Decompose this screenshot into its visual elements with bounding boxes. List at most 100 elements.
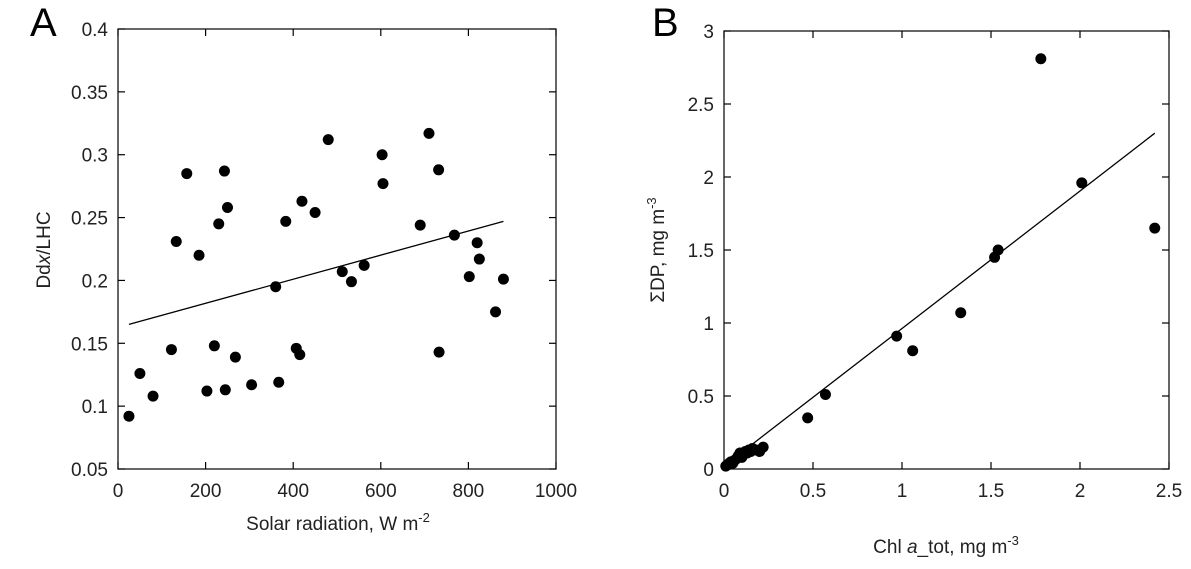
panel-a-y-axis-label: Ddx/LHC (34, 211, 55, 288)
panel-a-y-axis-label-suffix: /LHC (34, 211, 55, 254)
panel-a-data-point (222, 202, 233, 214)
panel-b-x-tick-label: 2 (1075, 481, 1086, 502)
panel-a-data-point (170, 235, 182, 247)
panel-a-y-axis-label-prefix: Dd (34, 264, 55, 288)
panel-a-y-tick-label: 0.25 (71, 209, 108, 230)
panel-b-y-tick-label: 3 (703, 22, 714, 43)
panel-b-data-point (907, 345, 919, 357)
panel-a-y-tick-label: 0.35 (71, 83, 108, 104)
panel-a-data-point (433, 346, 445, 358)
panel-a-fit-line (128, 220, 504, 326)
panel-b-x-axis-label-prefix: Chl (873, 537, 907, 558)
panel-a-y-tick-label: 0.3 (82, 146, 108, 167)
panel-b-y-tick-label: 2.5 (688, 95, 714, 116)
panel-a-data-point (181, 168, 193, 180)
panel-b: B 0 0.5 1 1.5 2 2.5 3 0 0.5 1 1.5 2 2.5 Chl a_tot, … (644, 1, 1182, 558)
panel-b-x-tick-label: 2.5 (1156, 481, 1182, 502)
panel-b-data-point (757, 441, 769, 453)
panel-b-data-point (1149, 222, 1161, 234)
panel-b-x-ticks: 0 0.5 1 1.5 2 2.5 (719, 31, 1182, 502)
panel-b-y-axis-label-text: ΣDP, mg m (648, 209, 669, 303)
panel-a-data-point (294, 349, 306, 361)
panel-b-x-axis-label-italic: a (907, 537, 918, 558)
panel-a-data-point (213, 218, 225, 230)
panel-a-data-point (219, 384, 231, 396)
panel-a-data-point (448, 229, 460, 241)
panel-b-data-point (1035, 53, 1047, 65)
panel-a-data-point (296, 195, 308, 207)
panel-a-y-tick-label: 0.05 (71, 460, 108, 481)
panel-a-x-ticks: 0 200 400 600 800 1000 (113, 29, 577, 502)
panel-b-y-tick-label: 2 (703, 168, 714, 189)
panel-a-data-point (471, 237, 483, 249)
panel-a-x-tick-label: 800 (453, 481, 485, 502)
panel-b-x-tick-label: 0.5 (800, 481, 826, 502)
panel-a-letter: A (30, 1, 57, 45)
panel-a-fit-line-group (128, 220, 504, 326)
panel-a-y-tick-label: 0.4 (82, 20, 109, 41)
panel-b-x-tick-label: 0 (719, 481, 730, 502)
panel-a-x-axis-label: Solar radiation, W m-2 (246, 510, 430, 535)
panel-a-data-point (423, 127, 435, 139)
panel-a-data-point (165, 344, 177, 356)
panel-b-y-ticks: 0 0.5 1 1.5 2 2.5 3 (688, 22, 1169, 481)
panel-a-x-tick-label: 0 (113, 481, 124, 502)
panel-b-data-point (1076, 177, 1088, 189)
panel-a-x-tick-label: 1000 (535, 481, 577, 502)
panel-a-data-point (336, 266, 348, 278)
panel-a-y-tick-label: 0.1 (82, 397, 108, 418)
panel-a-y-axis-label-italic: x (34, 253, 55, 265)
panel-a-plot-frame (117, 28, 557, 470)
panel-b-letter: B (652, 1, 679, 45)
panel-a-data-point (208, 340, 220, 352)
panel-a-data-point (414, 219, 426, 231)
panel-a-data-point (270, 281, 282, 293)
panel-b-y-tick-label: 0.5 (688, 387, 714, 408)
panel-a-data-point (377, 178, 389, 190)
panel-b-y-tick-label: 1 (703, 314, 714, 335)
panel-a-data-point (376, 149, 388, 161)
panel-a-data-point (280, 215, 292, 227)
panel-a-data-point (218, 165, 230, 177)
panel-b-y-axis-label-sup: -3 (644, 197, 659, 209)
panel-b-x-axis-label-suffix: _tot, mg m (917, 537, 1008, 558)
panel-a-y-tick-label: 0.2 (82, 271, 108, 292)
panel-b-fit-line-group (723, 132, 1156, 467)
panel-a-x-axis-label-sup: -2 (418, 510, 430, 525)
panel-b-data-point (802, 412, 814, 424)
panel-b-y-tick-label: 0 (703, 460, 714, 481)
panel-a-y-tick-label: 0.15 (71, 334, 108, 355)
panel-a-data-point (309, 207, 321, 219)
panel-a-data-point (246, 379, 258, 391)
panel-a-data-point (201, 385, 213, 397)
panel-a-x-tick-label: 400 (277, 481, 309, 502)
panel-b-x-tick-label: 1 (897, 481, 908, 502)
panel-a-data-point (490, 306, 502, 318)
panel-b-y-axis-label: ΣDP, mg m-3 (644, 197, 669, 302)
panel-b-x-axis-label-sup: -3 (1007, 533, 1019, 548)
panel-b-data-point (819, 389, 831, 401)
panel-a-data-point (497, 273, 509, 285)
panel-b-fit-line (723, 132, 1156, 467)
panel-a-x-axis-label-text: Solar radiation, W m (246, 514, 418, 535)
panel-a-data-point (433, 164, 445, 176)
panel-b-x-axis-label: Chl a_tot, mg m-3 (873, 533, 1019, 558)
panel-a-data-point (345, 276, 357, 288)
panel-a-data-point (134, 367, 146, 379)
panel-a-y-ticks: 0.05 0.1 0.15 0.2 0.25 0.3 0.35 0.4 (71, 20, 556, 481)
panel-a-data-point (463, 271, 475, 283)
panel-b-plot-frame (723, 30, 1170, 470)
panel-a-data-point (193, 249, 205, 261)
panel-a-data-point (322, 134, 334, 146)
panel-a-data-point (358, 259, 370, 271)
panel-a-points (123, 127, 509, 422)
panel-b-data-point (955, 307, 967, 319)
panel-b-points (720, 53, 1161, 472)
panel-a-data-point (123, 410, 135, 422)
panel-a: A 0.05 0.1 0.15 0.2 0.25 0.3 0.35 0.4 0 200 400 60… (30, 1, 577, 535)
panel-b-data-point (992, 244, 1004, 256)
panel-a-x-tick-label: 200 (190, 481, 222, 502)
panel-a-data-point (229, 351, 241, 363)
panel-a-data-point (473, 253, 485, 265)
